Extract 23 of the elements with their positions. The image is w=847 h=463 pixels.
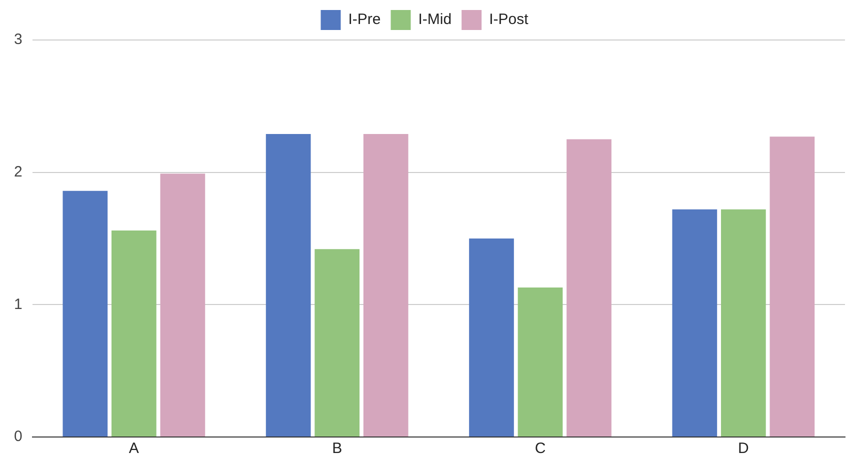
bar <box>62 190 108 436</box>
y-tick-label: 1 <box>14 296 22 313</box>
y-tick-label: 2 <box>14 163 22 180</box>
bar <box>720 209 766 436</box>
bar <box>566 139 612 436</box>
bar <box>770 136 815 436</box>
x-tick-label: B <box>332 440 342 458</box>
y-tick-label: 3 <box>14 31 22 48</box>
bar <box>363 134 408 436</box>
bar <box>469 238 514 436</box>
bar <box>518 287 563 436</box>
x-tick-label: C <box>534 440 546 458</box>
bar <box>314 249 360 436</box>
x-tick-label: A <box>128 440 139 458</box>
legend-label: I-Pre <box>348 11 381 28</box>
bar <box>266 134 311 436</box>
legend-label: I-Mid <box>418 11 452 28</box>
bar <box>672 209 718 436</box>
y-tick-label: 0 <box>14 428 22 446</box>
bar <box>111 230 156 436</box>
legend-label: I-Post <box>489 11 530 28</box>
bar <box>160 174 206 436</box>
x-tick-label: D <box>738 440 749 458</box>
